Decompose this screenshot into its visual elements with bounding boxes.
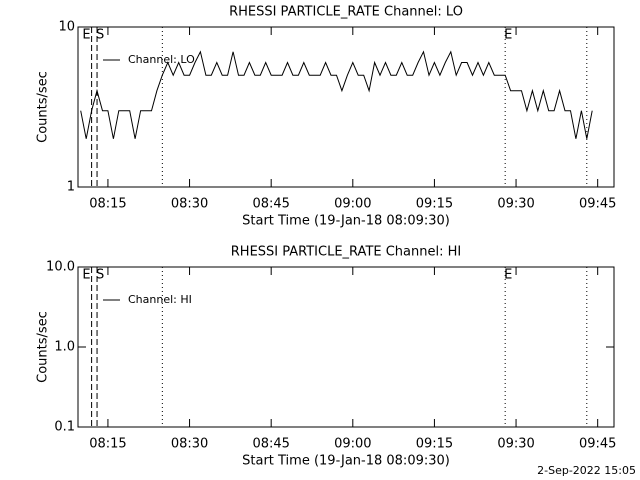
x-tick-label: 09:00: [334, 437, 371, 452]
legend-label: Channel: HI: [128, 293, 192, 306]
x-tick-label: 09:00: [334, 197, 371, 212]
x-axis-label: Start Time (19-Jan-18 08:09:30): [242, 454, 450, 469]
y-tick-label: 0.1: [54, 420, 75, 435]
x-tick-label: 09:45: [579, 197, 616, 212]
x-tick-label: 09:15: [416, 197, 453, 212]
plot-frame: [77, 266, 615, 428]
chart-title: RHESSI PARTICLE_RATE Channel: HI: [231, 245, 461, 260]
x-tick-label: 09:15: [416, 437, 453, 452]
legend-label: Channel: LO: [128, 53, 195, 66]
x-tick-label: 08:15: [89, 437, 126, 452]
y-axis-label: Counts/sec: [36, 311, 51, 383]
y-tick-label: 1: [67, 180, 75, 195]
plot-frame: [77, 26, 615, 188]
event-label: S: [96, 268, 104, 283]
x-tick-label: 08:45: [252, 197, 289, 212]
x-tick-label: 09:45: [579, 437, 616, 452]
event-label: S: [96, 28, 104, 43]
chart-title: RHESSI PARTICLE_RATE Channel: LO: [229, 5, 463, 20]
event-label: E: [504, 28, 512, 43]
data-line: [80, 50, 593, 139]
y-axis-label: Counts/sec: [36, 71, 51, 143]
x-tick-label: 08:15: [89, 197, 126, 212]
event-label: E: [504, 268, 512, 283]
event-label: E: [82, 28, 90, 43]
event-label: E: [82, 268, 90, 283]
y-tick-label: 10.0: [46, 260, 75, 275]
x-tick-label: 09:30: [497, 437, 534, 452]
y-tick-label: 1.0: [54, 340, 75, 355]
x-axis-label: Start Time (19-Jan-18 08:09:30): [242, 214, 450, 229]
x-tick-label: 08:45: [252, 437, 289, 452]
x-tick-label: 08:30: [171, 437, 208, 452]
x-tick-label: 09:30: [497, 197, 534, 212]
y-tick-label: 10: [58, 20, 75, 35]
footer: 2-Sep-2022 15:05: [537, 464, 636, 477]
x-tick-label: 08:30: [171, 197, 208, 212]
